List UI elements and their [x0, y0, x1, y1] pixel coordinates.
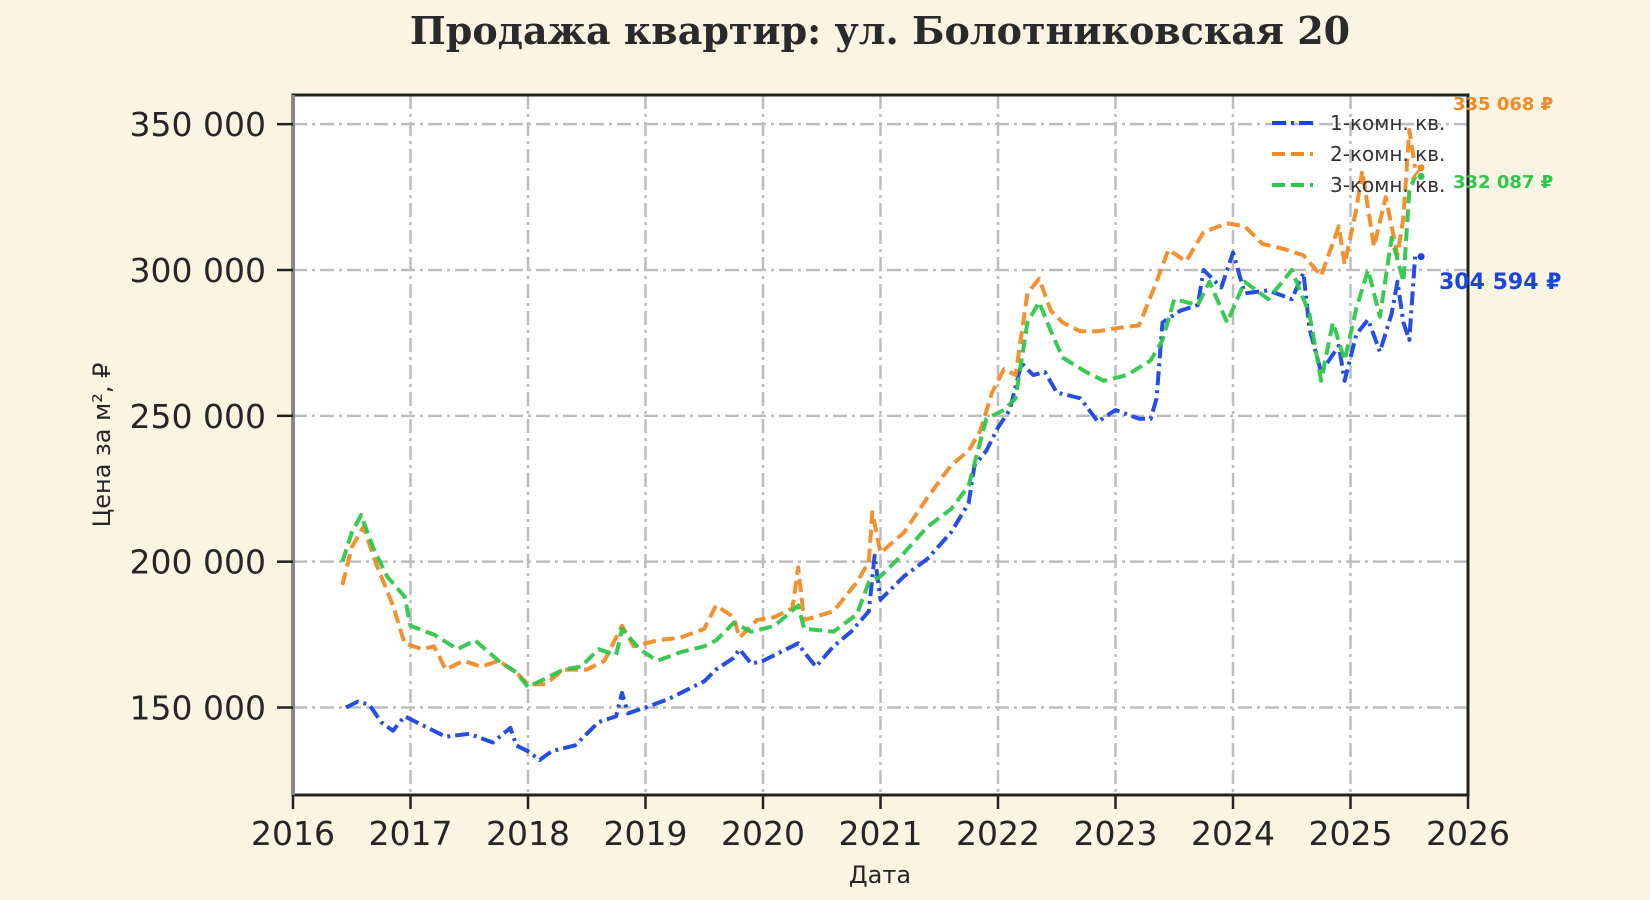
series-line-1	[345, 250, 1418, 762]
legend: 1-комн. кв. 2-комн. кв. 3-комн. кв.	[1272, 111, 1445, 197]
chart-title: Продажа квартир: ул. Болотниковская 20	[410, 8, 1350, 53]
y-tick-label: 350 000	[130, 105, 266, 144]
x-tick-label: 2018	[486, 814, 570, 853]
legend-label-3: 3-комн. кв.	[1330, 173, 1445, 197]
annotation-label-3: 304 594 ₽	[1439, 270, 1561, 295]
y-tick-label: 200 000	[130, 543, 266, 582]
x-tick-label: 2020	[721, 814, 805, 853]
annotations: 335 068 ₽ 332 087 ₽ 304 594 ₽	[1411, 94, 1561, 295]
x-tick-label: 2021	[839, 814, 923, 853]
annotation-label-2: 332 087 ₽	[1453, 172, 1553, 193]
x-tick-label: 2026	[1426, 814, 1510, 853]
y-tick-label: 300 000	[130, 251, 266, 290]
x-tick-label: 2019	[604, 814, 688, 853]
x-tick-label: 2022	[956, 814, 1040, 853]
legend-label-2: 2-комн. кв.	[1330, 142, 1445, 166]
annotation-label-1: 335 068 ₽	[1453, 94, 1553, 115]
series-line-2	[340, 128, 1418, 687]
annotation-arrowhead-2	[1417, 172, 1425, 180]
x-axis-ticks: 2016 2017 2018 2019 2020 2021 2022 2023 2024 2025…	[251, 795, 1510, 853]
x-axis-label: Дата	[849, 861, 911, 889]
series-layer	[340, 128, 1418, 762]
y-tick-label: 150 000	[130, 689, 266, 728]
x-tick-label: 2025	[1309, 814, 1393, 853]
y-tick-label: 250 000	[130, 397, 266, 436]
x-tick-label: 2024	[1191, 814, 1275, 853]
annotation-arrowhead-1	[1417, 164, 1425, 172]
x-tick-label: 2016	[251, 814, 335, 853]
annotation-arrowhead-3	[1417, 253, 1425, 261]
series-line-3	[340, 175, 1417, 690]
x-tick-label: 2017	[369, 814, 453, 853]
legend-label-1: 1-комн. кв.	[1330, 111, 1445, 135]
y-axis-ticks: 150 000 200 000 250 000 300 000 350 000	[130, 105, 293, 728]
y-axis-label: Цена за м², ₽	[88, 363, 116, 528]
x-tick-label: 2023	[1074, 814, 1158, 853]
